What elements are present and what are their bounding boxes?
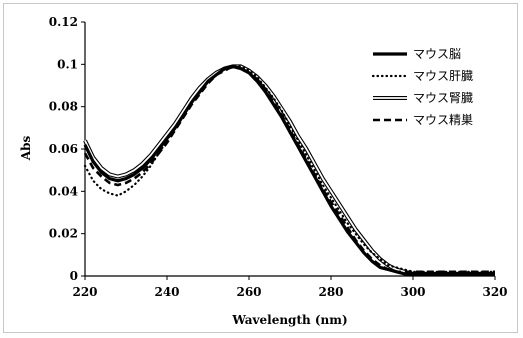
axes xyxy=(81,21,496,280)
x-tick-label: 240 xyxy=(154,285,179,299)
legend-item-2: マウス肝臓 xyxy=(371,69,473,83)
legend-label: マウス腎臓 xyxy=(413,91,473,105)
y-tick-label: 0.1 xyxy=(57,57,78,71)
legend-label: マウス肝臓 xyxy=(413,69,473,83)
y-tick-label: 0.08 xyxy=(49,100,78,114)
series-line-2 xyxy=(83,65,497,273)
plot-area xyxy=(83,64,497,276)
series-line-1 xyxy=(83,64,495,276)
x-tick-label: 320 xyxy=(482,285,507,299)
x-tick-label: 260 xyxy=(236,285,261,299)
y-tick-label: 0.02 xyxy=(49,227,78,241)
legend-item-1: マウス脳 xyxy=(373,47,461,61)
legend-label: マウス脳 xyxy=(413,47,461,61)
legend-label: マウス精巣 xyxy=(413,113,473,127)
y-tick-label: 0.04 xyxy=(49,184,78,198)
legend-item-3: マウス腎臓 xyxy=(373,91,473,105)
y-tick-label: 0.12 xyxy=(49,15,78,29)
legend-item-4: マウス精巣 xyxy=(373,113,473,127)
y-axis-label: Abs xyxy=(19,136,33,162)
x-tick-label: 280 xyxy=(318,285,343,299)
x-axis-label: Wavelength (nm) xyxy=(231,313,347,327)
series-line-4 xyxy=(83,65,495,274)
x-tick-label: 220 xyxy=(72,285,97,299)
x-tick-label: 300 xyxy=(400,285,425,299)
chart-frame xyxy=(3,3,518,333)
y-tick-label: 0.06 xyxy=(49,142,78,156)
y-tick-label: 0 xyxy=(70,269,78,283)
tick-labels: 0 0.02 0.04 0.06 0.08 0.1 0.12 220 240 260 280 300 3… xyxy=(49,15,508,299)
